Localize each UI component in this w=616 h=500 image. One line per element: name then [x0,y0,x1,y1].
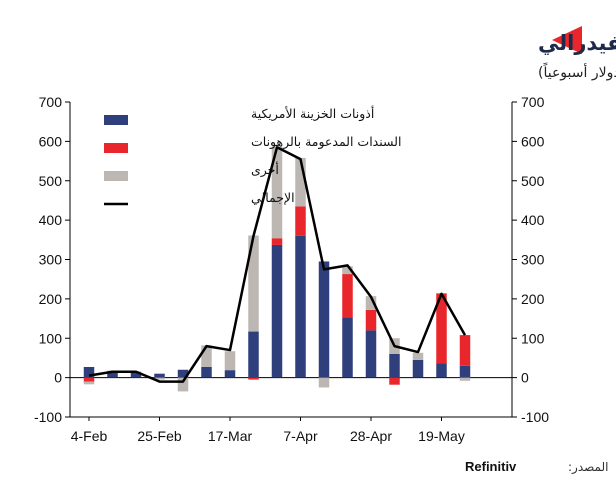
bar-other [177,377,189,392]
legend-label-mbs: السندات المدعومة بالرهونات [251,134,401,150]
bar-treasuries [154,373,165,378]
y-tick-label-left: 700 [39,94,63,110]
bar-treasuries [459,365,471,378]
bar-other [224,351,236,371]
bar-other [318,377,330,388]
bar-mbs [295,206,306,236]
y-tick-label-left: 500 [39,173,63,189]
title-accent-triangle [552,26,582,54]
bar-treasuries [389,354,400,378]
bar-treasuries [271,244,283,378]
bar-other [248,235,259,332]
x-tick-label: 4-Feb [71,428,108,444]
y-tick-label-right: 600 [521,133,545,149]
legend-swatch-mbs [104,143,128,153]
bar-other [154,377,165,380]
legend-swatch-treasuries [104,115,128,125]
legend: أذونات الخزينة الأمريكية السندات المدعومة… [104,105,401,206]
bar-treasuries [295,235,306,378]
bar-mbs [365,309,377,331]
bar-other [365,296,377,310]
x-tick-label: 7-Apr [283,428,318,444]
chart-subtitle: (مليار دولار أسبوعياً) [538,62,616,81]
bar-treasuries [412,359,424,378]
chart-title: تغيرات الأصول ضمن ميزانية الاحتياطي الفي… [538,29,616,55]
bar-treasuries [201,366,212,378]
bar-other [459,377,471,381]
bar-treasuries [318,261,330,378]
source-label: المصدر: [568,460,608,475]
x-tick-label: 25-Feb [137,428,182,444]
bar-other [201,345,212,367]
y-tick-label-left: 200 [39,291,63,307]
plot-area: -100 -100 0 0 100 100 200 200 300 300 400 400 500 500… [34,94,549,444]
bar-mbs [342,274,353,318]
legend-swatch-other [104,171,128,181]
y-tick-label-right: 300 [521,252,545,268]
x-tick-label: 28-Apr [350,428,392,444]
source-name: Refinitiv [465,459,517,474]
bar-treasuries [224,370,236,378]
y-tick-label-right: 0 [521,370,529,386]
bar-other [412,352,424,360]
legend-label-treasuries: أذونات الخزينة الأمريكية [251,105,374,122]
bar-treasuries [436,363,447,378]
bar-mbs [436,293,447,364]
y-tick-label-left: 300 [39,252,63,268]
y-tick-label-left: 100 [39,330,63,346]
bar-treasuries [130,372,142,378]
x-tick-label: 17-Mar [208,428,253,444]
y-tick-label-left: -100 [34,409,62,425]
bar-treasuries [107,371,118,378]
legend-label-total: الإجمالي [251,190,295,205]
bar-mbs [459,335,471,366]
bar-other [271,146,283,239]
y-tick-label-right: 200 [521,291,545,307]
bar-mbs [83,377,95,382]
line-total [88,146,467,383]
y-tick-label-left: 600 [39,133,63,149]
bar-treasuries [83,366,95,378]
y-tick-label-right: 400 [521,212,545,228]
x-tick-label: 19-May [418,428,465,444]
bar-mbs [248,377,259,380]
legend-label-other: أخرى [251,161,279,178]
bar-other [342,266,353,275]
y-tick-label-right: 700 [521,94,545,110]
bar-mbs [271,238,283,245]
y-tick-label-left: 0 [54,370,62,386]
bar-other [295,157,306,207]
bar-treasuries [177,369,189,378]
bar-mbs [389,377,400,385]
bar-treasuries [342,317,353,378]
y-tick-label-left: 400 [39,212,63,228]
bar-other [83,381,95,385]
bar-treasuries [248,331,259,378]
y-tick-label-right: 100 [521,330,545,346]
y-tick-label-right: -100 [521,409,549,425]
y-tick-label-right: 500 [521,173,545,189]
bar-treasuries [365,330,377,378]
